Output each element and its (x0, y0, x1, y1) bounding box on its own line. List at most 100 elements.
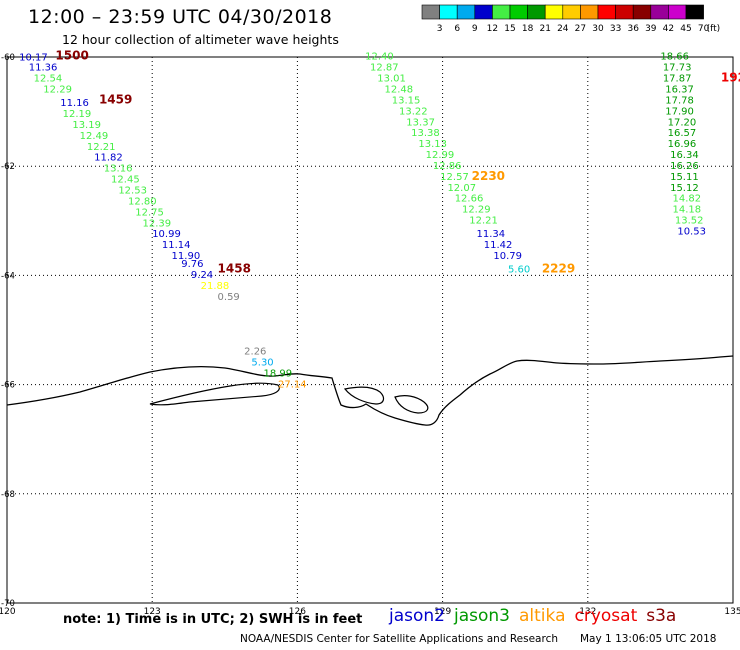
wave-height-label: 5.60 (508, 265, 530, 276)
wave-height-label: 16.37 (665, 84, 694, 95)
scale-tick-label: 18 (522, 24, 534, 34)
wave-height-label: 15.12 (670, 183, 699, 194)
scale-tick-label: 21 (539, 24, 550, 34)
latitude-tick-label: -64 (1, 271, 15, 281)
wave-height-label: 10.53 (677, 226, 706, 237)
footnote: note: 1) Time is in UTC; 2) SWH is in fe… (63, 612, 363, 627)
wave-height-label: 13.22 (399, 106, 428, 117)
longitude-tick-label: 135 (724, 607, 740, 617)
page-title: 12:00 – 23:59 UTC 04/30/2018 (28, 6, 333, 28)
longitude-tick-label: 120 (0, 607, 16, 617)
wave-height-label: 18.66 (660, 52, 689, 63)
wave-height-label: 12.66 (455, 194, 484, 205)
latitude-tick-label: -62 (1, 162, 15, 172)
satellite-legend: jason2 jason3 altika cryosat s3a (389, 606, 685, 626)
wave-height-label: 13.38 (411, 128, 440, 139)
scale-tick-label: 12 (487, 24, 498, 34)
wave-height-label: 13.16 (104, 164, 133, 175)
wave-height-label: 16.57 (668, 128, 697, 139)
scale-tick-label: 42 (663, 24, 674, 34)
wave-height-label: 18.99 (264, 368, 293, 379)
wave-height-label: 5.30 (251, 357, 273, 368)
wave-height-label: 11.90 (172, 251, 201, 262)
wave-height-label: 10.79 (493, 251, 522, 262)
wave-height-label: 12.21 (469, 216, 498, 227)
map-frame (6, 56, 734, 604)
pass-time-label: 2229 (542, 262, 575, 276)
color-scale-legend: 3 6 9 12 15 18 21 24 27 30 33 36 39 42 45 70(ft) (421, 4, 721, 34)
wave-height-label: 13.01 (377, 74, 406, 85)
wave-height-label: 11.82 (94, 153, 123, 164)
scale-tick-label: 15 (504, 24, 515, 34)
scale-tick-label: 36 (627, 24, 639, 34)
scale-tick-label: 9 (472, 24, 478, 34)
wave-height-label: 9.76 (181, 259, 203, 270)
latitude-tick-label: -70 (1, 599, 15, 609)
wave-height-label: 16.26 (670, 161, 699, 172)
scale-tick-label: 45 (680, 24, 691, 34)
satellite-legend-item: jason3 (454, 606, 510, 626)
wave-height-label: 0.59 (218, 292, 240, 303)
latitude-tick-label: -68 (1, 490, 15, 500)
wave-height-label: 12.39 (143, 218, 172, 229)
satellite-legend-item: altika (519, 606, 566, 626)
wave-height-label: 11.36 (29, 63, 58, 74)
wave-height-label: 12.53 (118, 186, 147, 197)
ice-shelf-outline (394, 395, 429, 414)
wave-height-label: 17.90 (665, 106, 694, 117)
pass-time-label: 1922 (721, 71, 740, 85)
pass-time-label: 2230 (472, 169, 505, 183)
wave-height-label: 16.96 (668, 139, 697, 150)
wave-height-label: 12.45 (111, 175, 140, 186)
longitude-tick-label: 126 (289, 607, 306, 617)
wave-height-label: 11.16 (60, 98, 89, 109)
wave-height-label: 11.14 (162, 240, 191, 251)
wave-height-label: 12.40 (365, 52, 394, 63)
wave-height-label: 14.82 (673, 194, 702, 205)
scale-tick-label: 70 (698, 24, 710, 34)
page-subtitle: 12 hour collection of altimeter wave hei… (62, 32, 339, 47)
longitude-tick-label: 129 (434, 607, 451, 617)
wave-height-label: 11.34 (476, 229, 505, 240)
wave-height-label: 17.73 (663, 63, 692, 74)
generated-timestamp: May 1 13:06:05 UTC 2018 (580, 633, 717, 645)
scale-tick-label: 24 (557, 24, 569, 34)
wave-height-label: 12.54 (34, 74, 63, 85)
wave-height-label: 12.80 (128, 196, 157, 207)
wave-height-label: 12.75 (135, 207, 164, 218)
longitude-tick-label: 132 (579, 607, 596, 617)
wave-height-label: 12.07 (447, 183, 476, 194)
wave-height-label: 14.18 (673, 205, 702, 216)
pass-time-label: 1459 (99, 92, 132, 106)
scale-tick-label: 6 (454, 24, 460, 34)
scale-tick-label: 27 (575, 24, 586, 34)
scale-tick-label: 33 (610, 24, 621, 34)
wave-height-label: 12.48 (385, 84, 414, 95)
wave-height-label: 11.42 (484, 240, 513, 251)
wave-height-label: 13.52 (675, 216, 704, 227)
scale-tick-label: 3 (437, 24, 443, 34)
latitude-tick-label: -66 (1, 381, 15, 391)
wave-height-label: 12.49 (80, 131, 109, 142)
wave-height-label: 13.15 (392, 95, 421, 106)
wave-height-label: 12.99 (426, 150, 455, 161)
scale-swatch (685, 4, 704, 20)
ice-shelf-outline (343, 386, 385, 405)
wave-height-label: 12.57 (440, 172, 469, 183)
satellite-legend-item: s3a (646, 606, 677, 626)
latitude-tick-label: -60 (1, 53, 15, 63)
ice-shelf-outline (149, 382, 280, 406)
wave-height-label: 13.37 (406, 117, 435, 128)
wave-height-label: 12.87 (370, 63, 399, 74)
coastline (6, 355, 734, 426)
wave-height-label: 12.86 (433, 161, 462, 172)
wave-height-label: 17.87 (663, 74, 692, 85)
wave-height-label: 17.78 (665, 95, 694, 106)
wave-height-label: 2.26 (244, 347, 266, 358)
wave-height-label: 16.34 (670, 150, 699, 161)
longitude-tick-label: 123 (144, 607, 161, 617)
wave-height-label: 12.29 (43, 84, 72, 95)
wave-height-label: 10.17 (19, 52, 48, 63)
scale-unit-label: (ft) (707, 24, 721, 34)
